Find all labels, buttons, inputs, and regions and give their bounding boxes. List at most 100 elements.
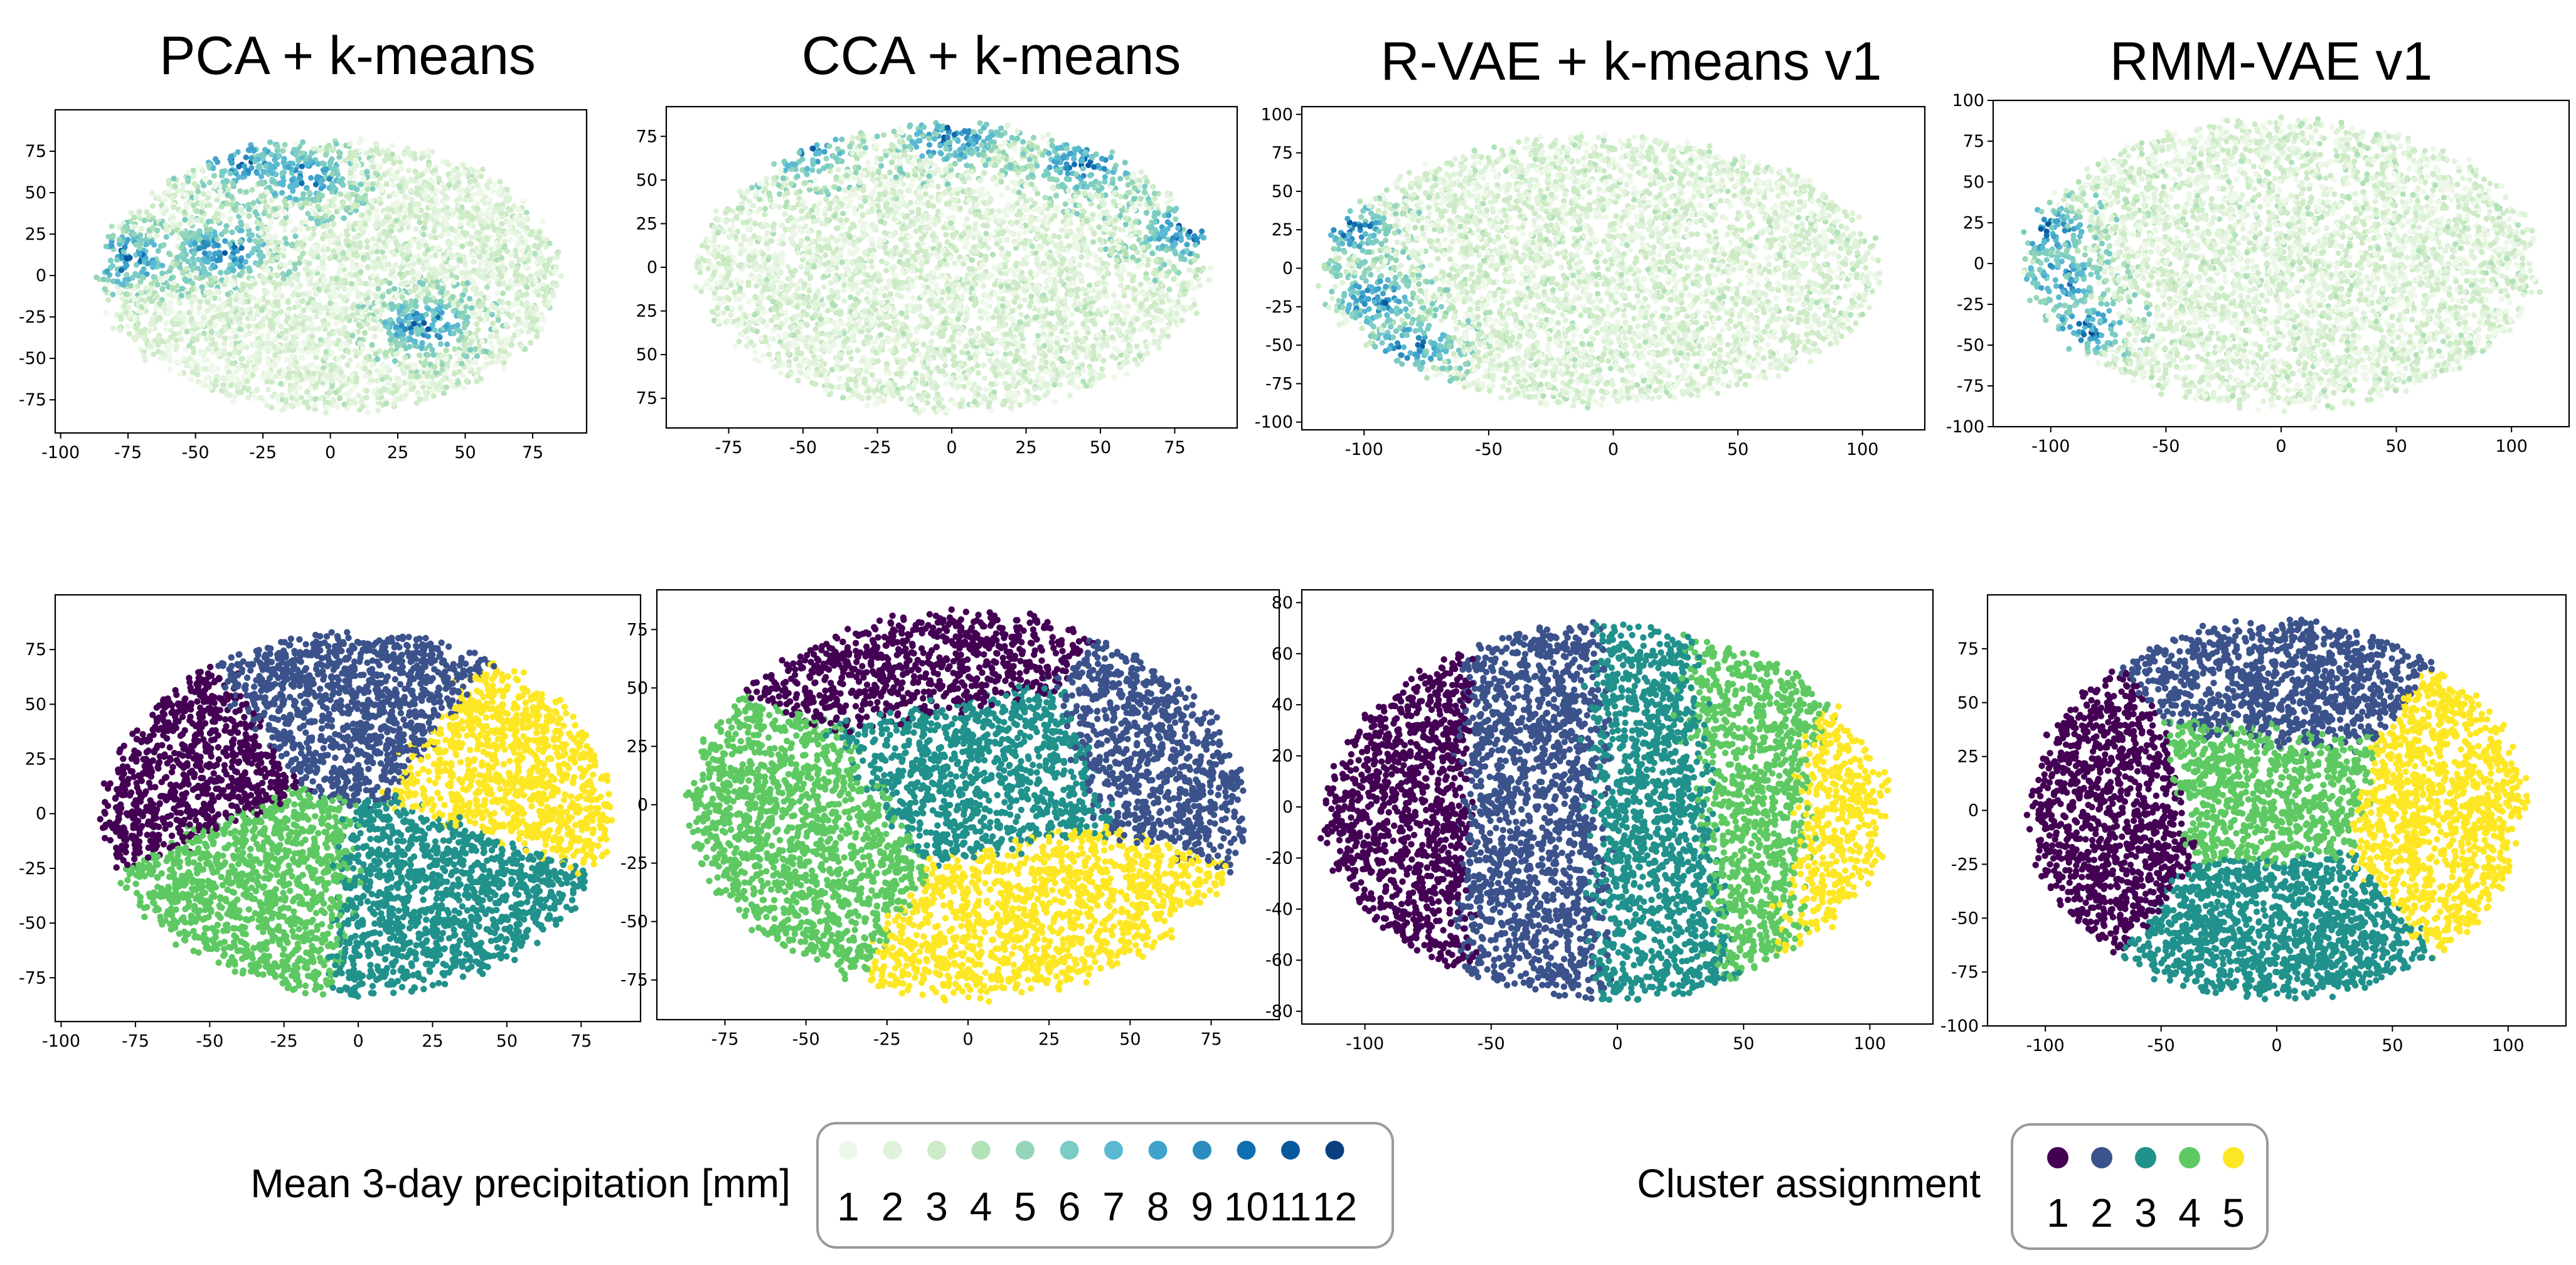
scatter-point — [220, 375, 226, 382]
scatter-point — [201, 330, 207, 337]
scatter-point — [464, 378, 470, 385]
scatter-point — [183, 192, 189, 198]
scatter-point — [132, 336, 139, 343]
scatter-point — [334, 236, 341, 242]
scatter-point — [239, 356, 246, 362]
scatter-point — [419, 339, 425, 346]
scatter-point — [372, 333, 378, 339]
scatter-point — [255, 225, 262, 232]
scatter-point — [421, 320, 427, 326]
scatter-point — [141, 217, 147, 223]
scatter-point — [478, 302, 484, 308]
scatter-point — [464, 187, 470, 193]
scatter-point — [165, 188, 172, 195]
scatter-point — [440, 256, 447, 262]
scatter-point — [245, 386, 251, 393]
scatter-point — [215, 331, 221, 337]
scatter-point — [146, 328, 152, 334]
scatter-point — [474, 170, 480, 176]
scatter-point — [260, 316, 267, 323]
scatter-point — [114, 257, 120, 263]
scatter-point — [402, 245, 408, 251]
scatter-point — [353, 378, 359, 385]
scatter-point — [845, 321, 851, 328]
scatter-point — [407, 201, 413, 208]
scatter-point — [196, 321, 202, 327]
scatter-point — [172, 183, 178, 189]
scatter-point — [416, 240, 422, 247]
scatter-point — [201, 183, 207, 189]
scatter-point — [390, 173, 396, 179]
scatter-point — [410, 239, 416, 245]
scatter-point — [450, 330, 457, 336]
scatter-point — [139, 269, 145, 275]
scatter-point — [133, 325, 140, 331]
scatter-point — [504, 336, 510, 343]
scatter-point — [177, 309, 183, 316]
scatter-point — [288, 275, 294, 281]
scatter-point — [515, 233, 521, 239]
scatter-point — [324, 145, 330, 151]
scatter-point — [422, 192, 428, 198]
scatter-panels: -100 -75 -50 -25 0 25 50 757550250-25-50-75-75-… — [19, 91, 2570, 1055]
scatter-point — [341, 326, 347, 332]
scatter-point — [227, 216, 233, 222]
scatter-point — [176, 235, 182, 242]
scatter-point — [331, 221, 337, 227]
scatter-point — [188, 316, 194, 322]
scatter-point — [412, 315, 418, 321]
scatter-point — [204, 307, 210, 314]
scatter-point — [351, 184, 357, 191]
scatter-point — [163, 227, 169, 233]
scatter-point — [196, 309, 202, 316]
scatter-point — [386, 193, 392, 200]
scatter-point — [460, 347, 467, 353]
scatter-point — [333, 389, 339, 395]
scatter-point — [175, 188, 181, 194]
scatter-point — [314, 218, 321, 225]
scatter-point — [422, 360, 428, 366]
scatter-point — [538, 326, 545, 333]
scatter-point — [161, 242, 167, 248]
scatter-point — [241, 163, 247, 169]
scatter-point — [191, 350, 197, 356]
scatter-point — [200, 202, 206, 209]
scatter-point — [368, 377, 374, 383]
scatter-point — [320, 247, 326, 254]
scatter-point — [503, 322, 509, 328]
scatter-point — [1073, 171, 1079, 178]
scatter-point — [373, 220, 380, 227]
scatter-point — [289, 177, 295, 183]
scatter-point — [365, 264, 371, 270]
scatter-point — [250, 200, 257, 206]
scatter-point — [349, 387, 355, 393]
scatter-point — [320, 223, 326, 229]
scatter-point — [150, 260, 156, 267]
scatter-point — [349, 333, 356, 339]
scatter-point — [162, 205, 168, 211]
scatter-point — [518, 343, 525, 350]
scatter-point — [251, 245, 257, 252]
scatter-point — [292, 392, 299, 398]
scatter-point — [470, 259, 477, 265]
scatter-point — [422, 220, 428, 226]
scatter-point — [330, 202, 336, 208]
scatter-point — [396, 316, 402, 323]
scatter-point — [516, 272, 522, 279]
scatter-point — [124, 291, 130, 297]
scatter-point — [443, 323, 449, 329]
scatter-point — [264, 203, 271, 210]
scatter-point — [287, 218, 293, 225]
scatter-point — [336, 356, 342, 362]
scatter-point — [282, 398, 289, 404]
scatter-point — [337, 205, 343, 211]
scatter-point — [305, 349, 311, 356]
scatter-point — [292, 318, 299, 324]
scatter-point — [230, 180, 236, 187]
scatter-point — [514, 241, 521, 247]
scatter-point — [520, 198, 526, 205]
scatter-point — [178, 292, 184, 299]
scatter-point — [206, 202, 212, 208]
scatter-point — [508, 252, 514, 258]
scatter-point — [163, 234, 169, 240]
